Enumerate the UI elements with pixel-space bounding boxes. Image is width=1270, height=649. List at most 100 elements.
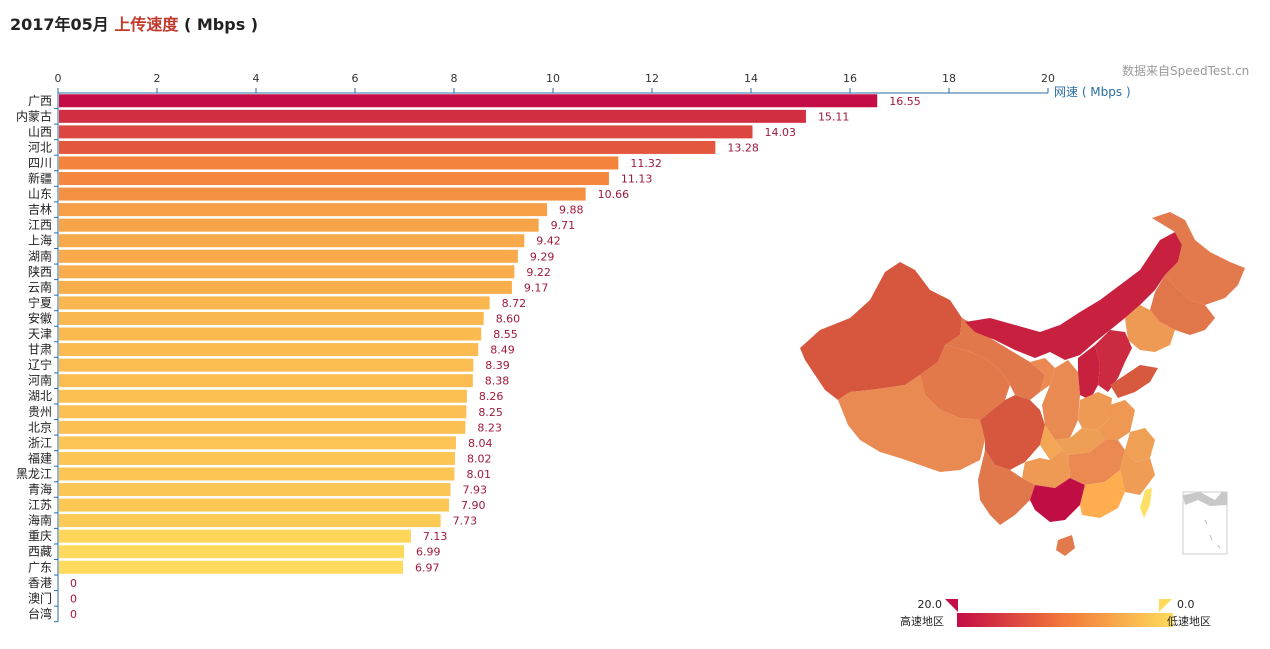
bar [59,172,609,186]
category-label: 宁夏 [28,295,52,310]
legend-gradient-bar [957,613,1173,627]
category-label: 江西 [28,218,52,232]
value-label: 8.72 [502,297,527,310]
category-label: 福建 [28,450,52,465]
legend-min-label: 0.0 [1177,598,1195,611]
bar [59,156,619,170]
value-label: 9.29 [530,250,555,263]
category-label: 安徽 [28,310,52,325]
bar [59,125,753,139]
map-region-shaanxi [1042,360,1080,440]
bar [59,358,474,372]
category-label: 河北 [28,140,52,154]
title-date: 2017年05月 [10,15,109,34]
x-tick-label: 16 [843,72,857,85]
bar [59,545,405,559]
map-region-guizhou [1022,450,1070,488]
bar [59,249,518,263]
category-label: 甘肃 [28,343,52,357]
legend-high-handle [945,599,958,612]
category-label: 上海 [28,233,52,248]
category-label: 山东 [28,187,52,201]
china-choropleth-map [800,212,1245,556]
category-label: 内蒙古 [16,108,52,123]
legend-low-text: 低速地区 [1167,615,1211,628]
bar [59,374,473,388]
bar [59,140,716,154]
map-region-tibet [838,375,985,472]
title-unit: ( Mbps ) [183,15,259,34]
value-label: 7.13 [423,530,448,543]
bar [59,498,450,512]
bar [59,560,404,574]
value-label: 9.88 [559,204,584,217]
map-region-hebei [1095,330,1132,392]
x-tick-label: 2 [154,72,161,85]
value-label: 8.23 [477,421,502,434]
map-region-guangdong [1080,470,1125,518]
map-region-guangxi [1030,478,1085,522]
category-label: 天津 [28,327,52,341]
category-label: 湖南 [28,248,52,263]
bar [59,265,515,279]
bar [59,296,490,310]
value-label: 8.01 [466,468,491,481]
bar [59,234,525,248]
category-label: 西藏 [28,545,52,559]
category-label: 新疆 [28,171,52,186]
value-label: 8.26 [479,390,504,403]
category-label: 陕西 [28,264,52,279]
value-label: 10.66 [598,188,630,201]
value-label: 0 [70,592,77,605]
map-region-shanxi [1078,345,1100,400]
x-tick-label: 12 [645,72,659,85]
inset-islands [1204,519,1221,549]
category-label: 辽宁 [28,357,52,372]
bar [59,203,548,217]
category-label: 香港 [28,576,52,590]
bar [59,389,467,403]
value-label: 6.99 [416,546,441,559]
x-tick-label: 20 [1041,72,1055,85]
x-tick-label: 18 [942,72,956,85]
value-label: 7.93 [463,484,488,497]
map-region-henan [1078,392,1112,430]
map-region-liaoning [1125,305,1175,352]
value-label: 9.42 [536,235,561,248]
map-region-jilin [1150,275,1215,335]
inset-coast [1183,492,1227,506]
x-tick-label: 14 [744,72,758,85]
map-region-hainan [1056,535,1075,556]
bar [59,327,482,341]
bar [59,311,484,325]
value-label: 8.55 [493,328,517,341]
map-region-fujian [1120,450,1155,495]
bar [59,514,441,528]
bar [59,94,878,108]
category-label: 江苏 [28,498,52,512]
map-region-heilongjiang [1152,212,1245,305]
value-label: 8.49 [490,344,515,357]
category-label: 黑龙江 [16,467,52,481]
value-label: 7.73 [453,515,478,528]
category-label: 青海 [28,482,52,497]
legend-high-text: 高速地区 [900,614,944,628]
bar [59,343,479,357]
value-label: 14.03 [764,126,796,139]
category-label: 海南 [28,513,52,528]
map-region-xinjiang [800,262,962,400]
value-label: 8.39 [485,359,510,372]
value-label: 8.25 [478,406,503,419]
x-tick-label: 6 [352,72,359,85]
value-label: 9.71 [551,219,576,232]
map-region-hunan [1068,440,1125,485]
value-label: 8.60 [496,312,521,325]
category-label: 北京 [28,420,52,434]
map-region-yunnan [978,450,1035,525]
bar [59,420,466,434]
map-region-ningxia [1030,358,1055,392]
map-region-qinghai [920,345,1010,420]
map-region-hubei [1055,428,1105,455]
value-label: 11.32 [630,157,662,170]
